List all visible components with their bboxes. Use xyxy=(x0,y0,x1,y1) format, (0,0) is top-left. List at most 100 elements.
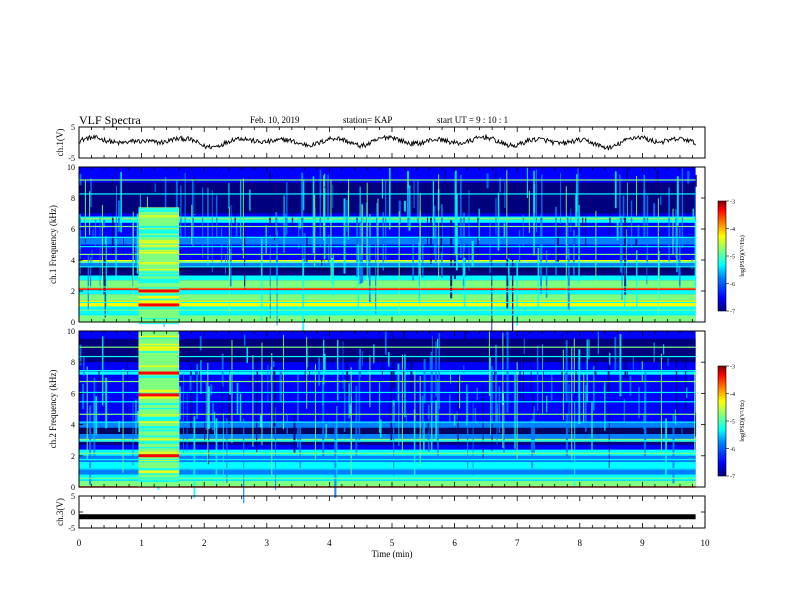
spectral-streak xyxy=(275,230,279,276)
spectral-streak xyxy=(180,185,182,240)
spectral-streak xyxy=(230,204,232,262)
spectral-streak xyxy=(322,376,325,457)
spectral-streak xyxy=(522,214,524,248)
spectral-streak xyxy=(200,360,202,395)
spectral-streak xyxy=(516,259,519,326)
spectrogram-ch2-spectrogram xyxy=(78,330,706,504)
spectral-streak xyxy=(137,410,139,422)
spectral-streak xyxy=(349,404,351,416)
colorbar-tick-label: -7 xyxy=(730,310,735,316)
spectral-streak xyxy=(641,361,643,382)
spectral-streak xyxy=(199,335,202,351)
spectral-streak xyxy=(303,233,306,263)
broadband-spike xyxy=(571,347,573,461)
frequency-band xyxy=(79,294,696,301)
burst-texture xyxy=(138,375,180,379)
spectral-streak xyxy=(297,222,300,249)
spectral-streak xyxy=(576,174,578,212)
spectral-streak xyxy=(568,384,570,433)
burst-texture xyxy=(138,249,180,251)
spectral-streak xyxy=(139,194,141,215)
burst-texture xyxy=(138,438,180,441)
spectral-streak xyxy=(629,375,632,396)
spectral-streak xyxy=(183,373,185,454)
colorbar-tick-label: -3 xyxy=(730,200,735,206)
y-tick-label: 0 xyxy=(71,483,75,492)
spectral-streak xyxy=(577,168,579,223)
spectral-streak xyxy=(235,223,238,237)
narrowband-line xyxy=(79,309,696,311)
spectral-streak xyxy=(630,200,633,248)
broadband-spike xyxy=(84,179,86,239)
spectral-streak xyxy=(189,375,192,391)
spectral-streak xyxy=(456,411,458,420)
frequency-band xyxy=(79,225,696,237)
spectral-streak xyxy=(397,363,399,401)
broadband-spike xyxy=(122,368,124,473)
figure-title: VLF Spectra xyxy=(79,113,141,127)
date-label: Feb. 10, 2019 xyxy=(250,115,300,125)
spectral-streak xyxy=(494,168,497,217)
spectral-streak xyxy=(597,331,599,355)
spectral-streak xyxy=(436,378,439,458)
spectral-streak xyxy=(588,339,590,359)
spectral-streak xyxy=(359,221,362,285)
spectral-streak xyxy=(519,336,521,399)
spectral-streak xyxy=(259,414,262,428)
spectral-streak xyxy=(89,405,92,485)
spectral-streak xyxy=(421,395,424,435)
spectral-streak xyxy=(256,345,259,406)
burst-hot-band xyxy=(138,454,180,458)
y-tick-label: 2 xyxy=(71,452,75,461)
narrowband-line xyxy=(79,452,696,454)
colorbar-label: log(PSD)(V²/Hz) xyxy=(739,235,746,276)
spectral-streak xyxy=(644,393,647,458)
burst-hot-band xyxy=(138,393,180,397)
spectral-streak xyxy=(499,177,501,193)
frequency-band xyxy=(79,455,696,463)
narrowband-line xyxy=(79,413,696,415)
burst-texture xyxy=(138,426,180,428)
spectral-streak xyxy=(384,331,387,355)
colorbar-gradient xyxy=(717,365,727,477)
y-tick-label: -5 xyxy=(68,154,75,163)
broadband-spike xyxy=(506,170,508,259)
spectral-streak xyxy=(271,185,273,205)
colorbar-tick-label: -5 xyxy=(730,420,735,426)
broadband-spike xyxy=(565,186,567,296)
spectral-streak xyxy=(565,413,568,458)
spectral-streak xyxy=(407,188,410,226)
spectral-streak xyxy=(273,223,276,241)
burst-texture xyxy=(138,239,180,243)
broadband-spike xyxy=(242,178,244,259)
spectral-streak xyxy=(115,223,117,280)
spectral-streak xyxy=(604,381,606,431)
spectral-streak xyxy=(332,184,334,208)
spectral-streak xyxy=(466,384,468,426)
spectral-streak xyxy=(388,168,391,230)
spectral-streak xyxy=(457,374,459,449)
spectral-streak xyxy=(646,252,648,285)
spectral-streak xyxy=(132,402,134,466)
burst-texture xyxy=(138,365,180,368)
spectral-streak xyxy=(462,258,464,279)
burst-texture xyxy=(138,429,180,432)
spectral-streak xyxy=(234,196,236,227)
spectral-streak xyxy=(364,336,366,347)
spectral-streak xyxy=(616,220,619,241)
narrowband-line xyxy=(79,421,696,423)
spectral-streak xyxy=(336,405,338,485)
spectral-streak xyxy=(405,415,408,427)
spectral-streak xyxy=(127,344,129,424)
spectral-streak xyxy=(269,235,271,319)
burst-texture xyxy=(138,209,180,212)
spectral-streak xyxy=(299,219,302,229)
spectral-streak xyxy=(343,379,346,432)
burst-texture xyxy=(138,477,180,479)
burst-hot-band xyxy=(138,303,180,307)
station-label: station= KAP xyxy=(343,115,393,125)
y-tick-label: 0 xyxy=(71,318,75,327)
burst-texture xyxy=(138,306,180,310)
spectral-streak xyxy=(392,335,395,390)
spectral-streak xyxy=(531,419,534,469)
